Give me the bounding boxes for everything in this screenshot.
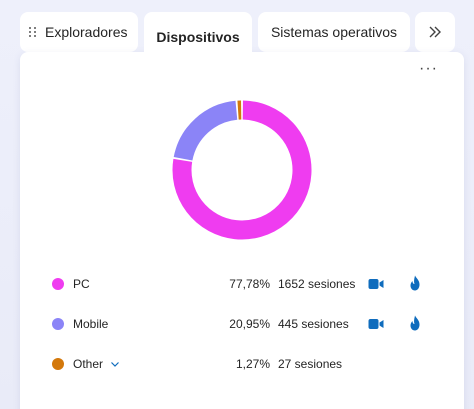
- tab-sistemas-operativos-label: Sistemas operativos: [270, 24, 398, 40]
- video-camera-icon[interactable]: [368, 317, 384, 331]
- devices-card: ··· PC 77,78% 1652 sesiones Mobile 20,95…: [20, 52, 464, 409]
- legend-sessions-other: 27 sesiones: [278, 357, 343, 371]
- double-chevron-right-icon: [429, 26, 441, 38]
- legend-label-other-wrap[interactable]: Other: [73, 357, 203, 371]
- drag-grip-icon[interactable]: [29, 26, 37, 38]
- donut-slice-pc[interactable]: [172, 100, 312, 240]
- tab-exploradores[interactable]: Exploradores: [20, 12, 138, 52]
- legend-sessions-pc: 1652 sesiones: [278, 277, 356, 291]
- video-camera-icon[interactable]: [368, 277, 384, 291]
- chevron-down-icon[interactable]: [110, 359, 120, 369]
- legend-label-mobile: Mobile: [73, 317, 109, 331]
- legend-percent-mobile: 20,95%: [229, 317, 270, 331]
- tab-dispositivos[interactable]: Dispositivos: [144, 12, 252, 62]
- legend-sessions-mobile: 445 sesiones: [278, 317, 349, 331]
- tab-dispositivos-label: Dispositivos: [156, 29, 240, 45]
- legend-dot-mobile: [52, 318, 64, 330]
- legend-dot-other: [52, 358, 64, 370]
- legend-dot-pc: [52, 278, 64, 290]
- legend-percent-other: 1,27%: [235, 357, 270, 371]
- tab-sistemas-operativos[interactable]: Sistemas operativos: [258, 12, 410, 52]
- legend-row-other: Other 1,27% 27 sesiones: [52, 354, 452, 374]
- legend-row-pc: PC 77,78% 1652 sesiones: [52, 274, 452, 294]
- legend-label-pc: PC: [73, 277, 90, 291]
- donut-slice-mobile[interactable]: [173, 100, 238, 161]
- legend-label-other: Other: [73, 357, 104, 371]
- legend-row-mobile: Mobile 20,95% 445 sesiones: [52, 314, 452, 334]
- legend-percent-pc: 77,78%: [229, 277, 270, 291]
- fire-icon[interactable]: [408, 315, 422, 331]
- more-tabs-button[interactable]: [415, 12, 455, 52]
- devices-donut-chart: [172, 100, 312, 240]
- tab-exploradores-label: Exploradores: [45, 24, 128, 40]
- more-horizontal-icon[interactable]: ···: [419, 60, 438, 77]
- fire-icon[interactable]: [408, 275, 422, 291]
